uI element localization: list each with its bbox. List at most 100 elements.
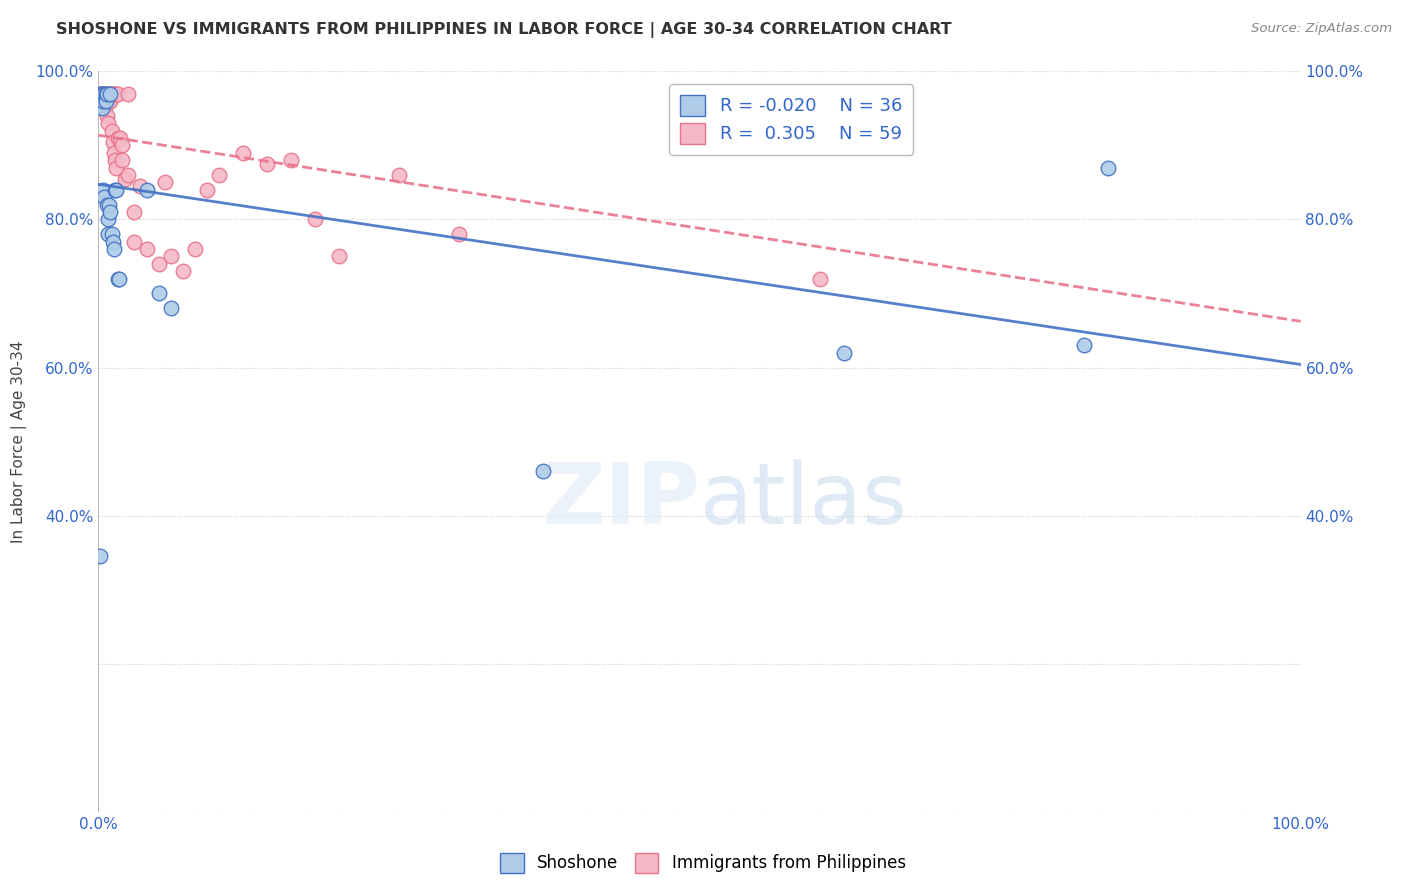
Point xyxy=(105,183,128,197)
Point xyxy=(98,87,121,101)
Point xyxy=(93,87,115,101)
Point xyxy=(105,87,128,101)
Point xyxy=(148,257,170,271)
Point xyxy=(100,87,122,101)
Point xyxy=(117,87,139,101)
Point xyxy=(153,175,176,190)
Point xyxy=(111,138,134,153)
Point xyxy=(304,212,326,227)
Point xyxy=(89,549,111,564)
Point xyxy=(90,94,112,108)
Point xyxy=(91,87,114,101)
Point xyxy=(93,190,115,204)
Point xyxy=(94,97,117,112)
Point xyxy=(93,94,115,108)
Point xyxy=(89,87,111,101)
Text: atlas: atlas xyxy=(700,459,907,542)
Point xyxy=(101,135,124,149)
Point xyxy=(104,183,127,197)
Point xyxy=(135,242,157,256)
Point xyxy=(103,87,125,101)
Point xyxy=(135,183,157,197)
Point xyxy=(1097,161,1119,175)
Point xyxy=(108,271,131,285)
Point xyxy=(832,87,855,101)
Point xyxy=(91,87,114,101)
Point xyxy=(232,145,254,160)
Point xyxy=(100,94,122,108)
Point xyxy=(101,87,124,101)
Text: Source: ZipAtlas.com: Source: ZipAtlas.com xyxy=(1251,22,1392,36)
Point xyxy=(91,90,114,104)
Point xyxy=(208,168,231,182)
Point xyxy=(93,87,115,101)
Point xyxy=(91,102,114,116)
Point xyxy=(97,227,120,242)
Point xyxy=(107,131,129,145)
Point xyxy=(832,345,855,359)
Y-axis label: In Labor Force | Age 30-34: In Labor Force | Age 30-34 xyxy=(11,340,27,543)
Point xyxy=(91,87,114,101)
Point xyxy=(808,271,831,285)
Point xyxy=(328,250,350,264)
Point xyxy=(111,153,134,168)
Point xyxy=(183,242,205,256)
Point xyxy=(96,87,118,101)
Point xyxy=(148,286,170,301)
Point xyxy=(195,183,218,197)
Point xyxy=(107,87,129,101)
Point xyxy=(98,197,121,211)
Point xyxy=(101,235,124,249)
Point xyxy=(98,94,121,108)
Text: ZIP: ZIP xyxy=(541,459,700,542)
Point xyxy=(117,168,139,182)
Point xyxy=(96,87,118,101)
Point xyxy=(172,264,194,278)
Point xyxy=(90,87,112,101)
Point xyxy=(129,179,152,194)
Point xyxy=(107,271,129,285)
Point xyxy=(89,87,111,101)
Point xyxy=(100,87,122,101)
Point xyxy=(124,235,146,249)
Point xyxy=(103,242,125,256)
Point xyxy=(104,87,127,101)
Point xyxy=(1073,338,1095,352)
Point xyxy=(91,102,114,116)
Point xyxy=(96,197,118,211)
Point xyxy=(388,168,411,182)
Point xyxy=(108,131,131,145)
Point xyxy=(256,157,278,171)
Point xyxy=(159,301,181,316)
Point xyxy=(100,123,122,137)
Point xyxy=(104,153,127,168)
Point xyxy=(159,250,181,264)
Point xyxy=(447,227,470,242)
Point xyxy=(94,87,117,101)
Point xyxy=(97,212,120,227)
Point xyxy=(100,205,122,219)
Point xyxy=(90,87,112,101)
Point xyxy=(114,171,136,186)
Point xyxy=(89,94,111,108)
Point xyxy=(280,153,302,168)
Legend: R = -0.020    N = 36, R =  0.305    N = 59: R = -0.020 N = 36, R = 0.305 N = 59 xyxy=(669,84,912,154)
Point xyxy=(91,97,114,112)
Point xyxy=(94,94,117,108)
Point xyxy=(91,183,114,197)
Point xyxy=(97,116,120,130)
Legend: Shoshone, Immigrants from Philippines: Shoshone, Immigrants from Philippines xyxy=(494,847,912,880)
Point xyxy=(105,161,128,175)
Point xyxy=(100,87,122,101)
Point xyxy=(97,87,120,101)
Text: SHOSHONE VS IMMIGRANTS FROM PHILIPPINES IN LABOR FORCE | AGE 30-34 CORRELATION C: SHOSHONE VS IMMIGRANTS FROM PHILIPPINES … xyxy=(56,22,952,38)
Point xyxy=(103,145,125,160)
Point xyxy=(94,87,117,101)
Point xyxy=(90,97,112,112)
Point xyxy=(91,90,114,104)
Point xyxy=(91,94,114,108)
Point xyxy=(96,109,118,123)
Point xyxy=(531,464,554,478)
Point xyxy=(89,94,111,108)
Point xyxy=(89,90,111,104)
